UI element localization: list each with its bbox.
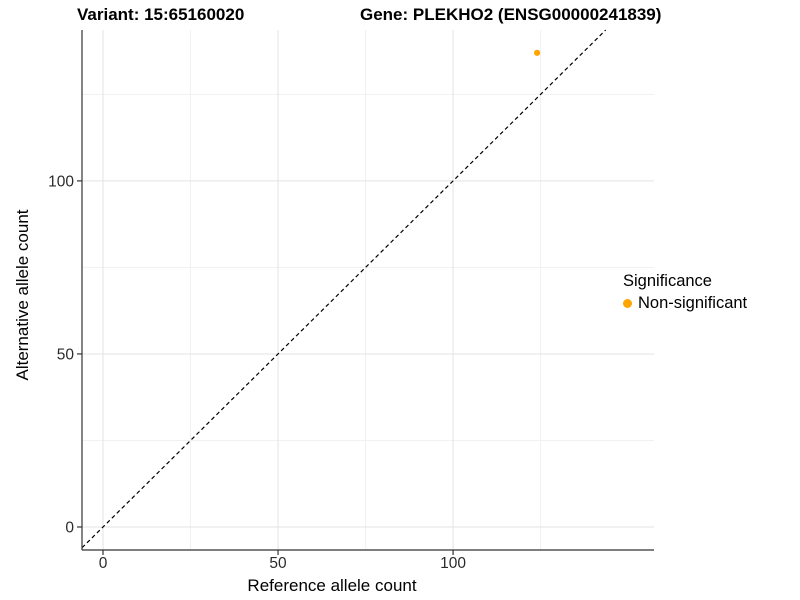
x-tick-label: 50 (269, 555, 287, 572)
y-axis-title: Alternative allele count (13, 209, 32, 381)
identity-line (81, 29, 607, 549)
non-significant-dot-icon (623, 299, 632, 308)
plot-title-gene: Gene: PLEKHO2 (ENSG00000241839) (360, 5, 662, 24)
y-tick-label: 50 (57, 346, 75, 363)
legend-item-label: Non-significant (638, 294, 748, 312)
x-tick-label: 0 (99, 555, 108, 572)
data-point (533, 49, 541, 56)
legend-title: Significance (623, 272, 712, 290)
x-tick-label: 100 (440, 555, 466, 572)
x-axis-title: Reference allele count (247, 576, 417, 595)
y-tick-label: 100 (48, 173, 74, 190)
legend-item-non-significant: Non-significant (623, 294, 747, 313)
plot-title-variant: Variant: 15:65160020 (77, 5, 245, 24)
legend: Significance Non-significant (621, 272, 747, 313)
y-tick-label: 0 (65, 519, 74, 536)
